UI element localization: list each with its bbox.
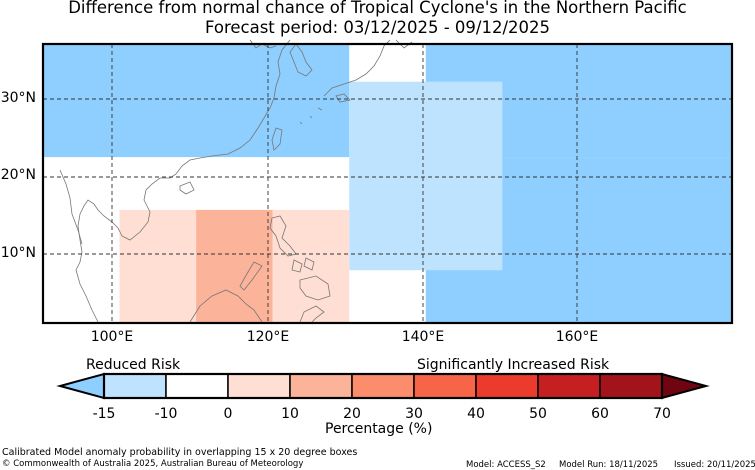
lon-label-100: 100°E <box>90 329 134 345</box>
risk-cell-philippines <box>272 209 350 323</box>
lat-label-30: 30°N <box>0 90 36 106</box>
japan-islands <box>323 39 391 103</box>
visayas-islands <box>291 257 315 273</box>
footer-issued: Issued: 20/11/2025 <box>674 460 755 470</box>
colorbar <box>56 372 710 400</box>
gridlines <box>43 44 732 323</box>
footer-note: Calibrated Model anomaly probability in … <box>2 447 358 458</box>
korea-peninsula <box>289 43 313 77</box>
lon-label-140: 140°E <box>401 329 445 345</box>
risk-cell-south-china-sea-west <box>119 209 197 323</box>
mindanao-island <box>299 275 331 301</box>
colorbar-segment <box>599 373 663 399</box>
colorbar-segment <box>351 373 415 399</box>
hainan-island <box>179 181 195 195</box>
borneo-coastline <box>189 289 263 323</box>
colorbar-tick: 30 <box>405 406 423 422</box>
forecast-period: Forecast period: 03/12/2025 - 09/12/2025 <box>204 18 551 37</box>
risk-cell-north-west <box>43 44 350 158</box>
colorbar-xlabel: Percentage (%) <box>325 421 433 437</box>
colorbar-segment <box>475 373 539 399</box>
colorbar-segment <box>289 373 353 399</box>
colorbar-arrow-left <box>56 372 105 400</box>
taiwan-island <box>271 127 283 151</box>
colorbar-segment <box>413 373 477 399</box>
footer-model: Model: ACCESS_S2 <box>466 460 546 470</box>
palawan-island <box>239 261 263 291</box>
lon-label-160: 160°E <box>555 329 599 345</box>
colorbar-tick: 0 <box>223 406 233 422</box>
colorbar-tick: 10 <box>281 406 299 422</box>
increased-risk-label: Significantly Increased Risk <box>417 357 610 373</box>
colorbar-tick: -15 <box>92 406 116 422</box>
mainland-coastline <box>75 39 291 323</box>
colorbar-segment <box>227 373 291 399</box>
risk-cells <box>43 44 732 323</box>
colorbar-outline <box>102 372 664 400</box>
chart-title: Difference from normal chance of Tropica… <box>68 0 687 17</box>
colorbar-segment <box>165 373 229 399</box>
coastlines <box>59 39 413 323</box>
reduced-risk-label: Reduced Risk <box>86 357 181 373</box>
lon-label-120: 120°E <box>246 329 290 345</box>
colorbar-segment <box>537 373 601 399</box>
colorbar-tick: 70 <box>653 406 671 422</box>
ryukyu-islands <box>299 107 323 125</box>
colorbar-tick: 20 <box>343 406 361 422</box>
sulawesi-coastline <box>299 305 325 323</box>
lat-label-20: 20°N <box>0 167 36 183</box>
colorbar-tick: 60 <box>591 406 609 422</box>
colorbar-tick: 40 <box>467 406 485 422</box>
risk-cell-central <box>349 81 503 271</box>
lat-label-10: 10°N <box>0 245 36 261</box>
malay-peninsula <box>59 169 83 245</box>
risk-cell-south-china-sea <box>196 209 273 323</box>
colorbar-tick: -10 <box>154 406 178 422</box>
footer-copyright: © Commonwealth of Australia 2025, Austra… <box>2 459 304 469</box>
map-frame <box>41 42 734 325</box>
colorbar-tick: 50 <box>529 406 547 422</box>
colorbar-segment <box>103 373 167 399</box>
footer-model-run: Model Run: 18/11/2025 <box>559 460 659 470</box>
colorbar-arrow-right <box>661 372 710 400</box>
